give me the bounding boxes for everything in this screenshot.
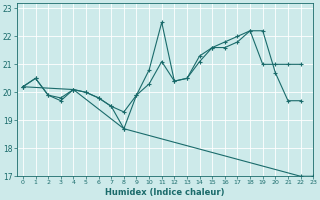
X-axis label: Humidex (Indice chaleur): Humidex (Indice chaleur) <box>105 188 225 197</box>
